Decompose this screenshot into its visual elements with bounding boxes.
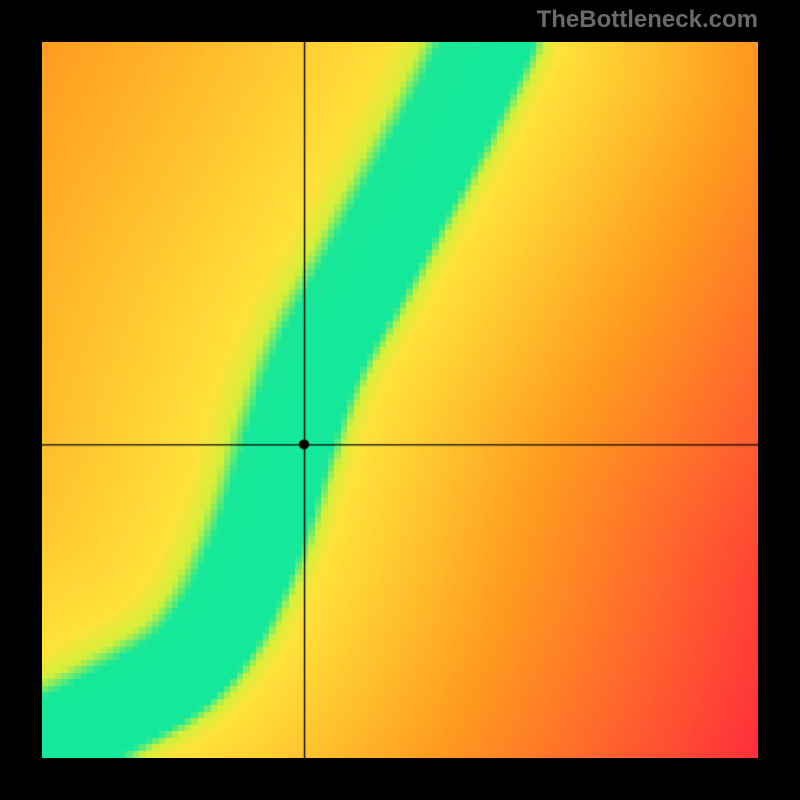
watermark: TheBottleneck.com xyxy=(537,6,758,34)
bottleneck-heatmap xyxy=(42,42,758,758)
